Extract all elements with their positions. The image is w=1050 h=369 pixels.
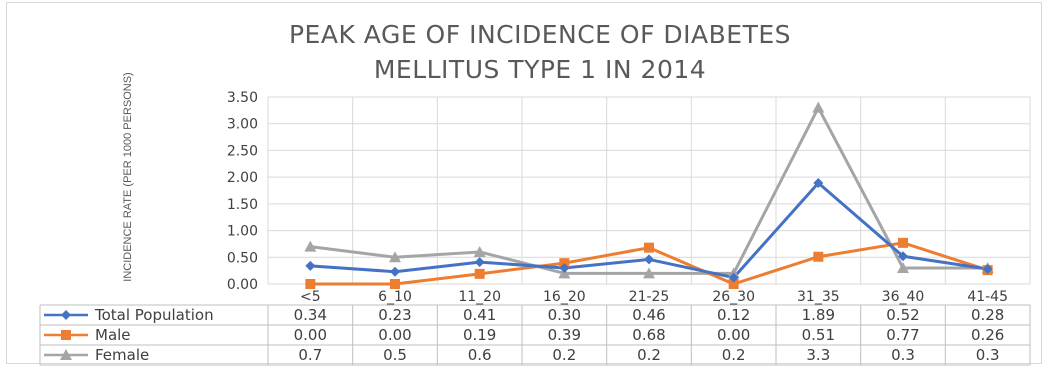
y-tick-label: 2.00 bbox=[227, 170, 258, 186]
legend-series-name: Female bbox=[95, 346, 149, 364]
data-point bbox=[559, 262, 570, 273]
data-point bbox=[812, 101, 825, 113]
table-cell: 0.3 bbox=[976, 346, 1000, 364]
table-cell: 0.7 bbox=[298, 346, 322, 364]
table-cell: 0.00 bbox=[717, 326, 750, 344]
data-point bbox=[474, 257, 485, 268]
data-point bbox=[643, 267, 655, 279]
legend-key-marker bbox=[61, 310, 71, 320]
table-cell: 0.19 bbox=[463, 326, 496, 344]
y-tick-label: 1.50 bbox=[227, 197, 258, 213]
table-cell: 0.6 bbox=[468, 346, 492, 364]
series-markers bbox=[304, 101, 994, 289]
data-point bbox=[898, 237, 908, 248]
table-cell: 0.00 bbox=[378, 326, 411, 344]
chart-title-line-1: PEAK AGE OF INCIDENCE OF DIABETES bbox=[288, 20, 792, 49]
data-point bbox=[473, 245, 486, 257]
table-cell: 0.26 bbox=[971, 326, 1004, 344]
legend-key-marker bbox=[61, 330, 71, 340]
gridlines bbox=[267, 96, 1031, 285]
data-point bbox=[305, 279, 316, 289]
data-point bbox=[813, 178, 824, 189]
x-tick-label: <5 bbox=[300, 289, 321, 305]
table-cell: 0.34 bbox=[294, 306, 327, 324]
table-cell: 0.2 bbox=[637, 346, 661, 364]
table-cell: 1.89 bbox=[802, 306, 835, 324]
x-tick-label: 11_20 bbox=[458, 289, 501, 305]
data-point bbox=[728, 272, 739, 283]
y-tick-label: 0.50 bbox=[227, 250, 258, 266]
data-point bbox=[898, 251, 908, 262]
table-cell: 0.68 bbox=[632, 326, 665, 344]
table-cell: 0.52 bbox=[886, 306, 919, 324]
y-tick-label: 3.00 bbox=[227, 117, 258, 133]
x-tick-label: 21-25 bbox=[629, 289, 670, 305]
data-point bbox=[644, 254, 654, 265]
x-tick-label: 31_35 bbox=[797, 289, 840, 305]
data-point bbox=[813, 251, 824, 262]
table-cell: 0.28 bbox=[971, 306, 1004, 324]
table-cell: 0.12 bbox=[717, 306, 750, 324]
table-cell: 0.2 bbox=[722, 346, 746, 364]
table-cell: 0.51 bbox=[802, 326, 835, 344]
table-cell: 0.23 bbox=[378, 306, 411, 324]
legend-key-marker bbox=[60, 349, 72, 360]
data-point bbox=[982, 264, 993, 275]
table-cell: 0.46 bbox=[632, 306, 665, 324]
table-cell: 0.00 bbox=[294, 326, 327, 344]
y-tick-label: 3.50 bbox=[227, 90, 258, 106]
table-cell: 0.5 bbox=[383, 346, 407, 364]
data-point bbox=[305, 260, 316, 271]
x-tick-label: 36_40 bbox=[882, 289, 925, 305]
data-point bbox=[304, 240, 317, 252]
x-tick-label: 41-45 bbox=[967, 289, 1008, 305]
y-tick-label: 0.00 bbox=[227, 277, 258, 293]
y-tick-label: 1.00 bbox=[227, 224, 258, 240]
table-cell: 0.41 bbox=[463, 306, 496, 324]
data-point bbox=[389, 251, 401, 263]
data-point bbox=[644, 242, 654, 253]
y-tick-label: 2.50 bbox=[227, 143, 258, 159]
x-tick-label: 16_20 bbox=[543, 289, 586, 305]
data-point bbox=[474, 268, 485, 279]
x-tick-labels: <5 6_10 11_20 16_20 21-25 26_30 31_35 36_40 41-4… bbox=[300, 289, 1008, 305]
y-tick-labels: 0.00 0.50 1.00 1.50 2.00 2.50 3.00 3.50 bbox=[227, 90, 258, 293]
x-tick-label: 26_30 bbox=[712, 289, 755, 305]
table-cell: 0.30 bbox=[548, 306, 581, 324]
data-point bbox=[897, 261, 909, 273]
x-tick-label: 6_10 bbox=[378, 289, 412, 305]
data-point bbox=[728, 279, 739, 289]
table-cell: 0.77 bbox=[886, 326, 919, 344]
legend-series-name: Male bbox=[95, 326, 131, 344]
table-cell: 0.2 bbox=[552, 346, 576, 364]
chart-title-line-2: MELLITUS TYPE 1 IN 2014 bbox=[373, 55, 707, 84]
table-cell: 3.3 bbox=[806, 346, 830, 364]
chart-frame bbox=[6, 2, 1042, 364]
data-point bbox=[390, 266, 400, 277]
table-cell: 0.39 bbox=[548, 326, 581, 344]
legend-series-name: Total Population bbox=[94, 306, 214, 324]
table-cell: 0.3 bbox=[891, 346, 915, 364]
data-table: Total Population 0.34 0.23 0.41 0.30 0.46 0.12… bbox=[39, 304, 1031, 366]
data-point bbox=[390, 279, 400, 289]
